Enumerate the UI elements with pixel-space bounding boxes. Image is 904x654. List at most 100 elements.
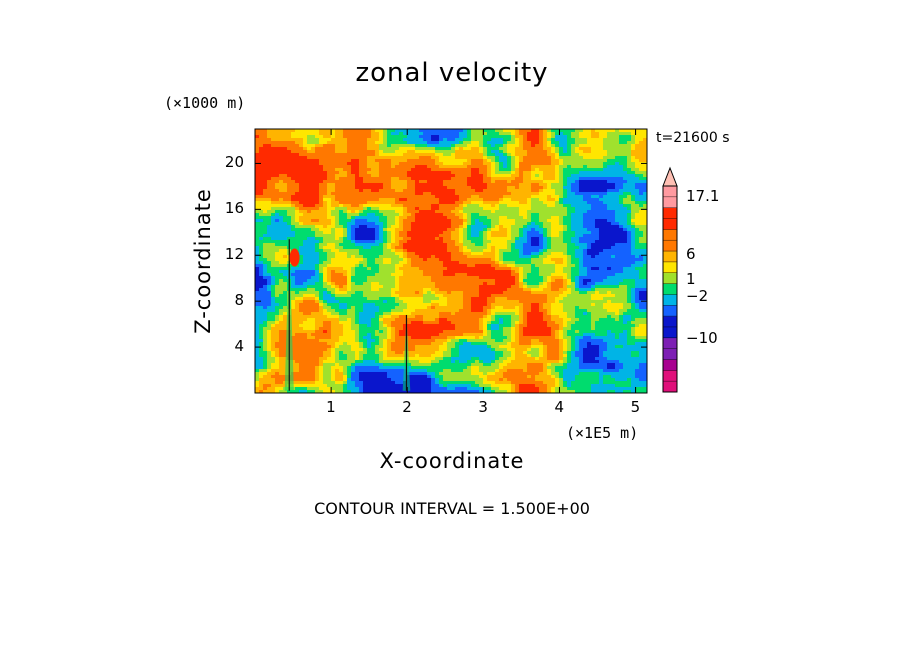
- heatmap-cell: [583, 270, 588, 274]
- heatmap-cell: [571, 180, 576, 184]
- heatmap-cell: [375, 249, 380, 253]
- heatmap-cell: [507, 246, 512, 250]
- heatmap-cell: [271, 267, 276, 271]
- heatmap-cell: [631, 147, 636, 151]
- heatmap-cell: [327, 213, 332, 217]
- heatmap-cell: [615, 159, 620, 163]
- heatmap-cell: [299, 183, 304, 187]
- heatmap-cell: [459, 228, 464, 232]
- heatmap-cell: [623, 168, 628, 172]
- heatmap-cell: [551, 228, 556, 232]
- heatmap-cell: [599, 180, 604, 184]
- heatmap-cell: [419, 162, 424, 166]
- heatmap-cell: [263, 264, 268, 268]
- heatmap-cell: [439, 243, 444, 247]
- heatmap-cell: [587, 240, 592, 244]
- heatmap-cell: [375, 171, 380, 175]
- heatmap-cell: [459, 174, 464, 178]
- heatmap-cell: [327, 267, 332, 271]
- heatmap-cell: [419, 225, 424, 229]
- heatmap-cell: [595, 237, 600, 241]
- heatmap-cell: [315, 279, 320, 283]
- heatmap-cell: [343, 135, 348, 139]
- heatmap-cell: [371, 225, 376, 229]
- heatmap-cell: [495, 207, 500, 211]
- heatmap-cell: [371, 243, 376, 247]
- heatmap-cell: [315, 246, 320, 250]
- heatmap-cell: [263, 168, 268, 172]
- heatmap-cell: [467, 264, 472, 268]
- heatmap-cell: [559, 129, 564, 133]
- heatmap-cell: [415, 261, 420, 265]
- heatmap-cell: [495, 243, 500, 247]
- heatmap-cell: [343, 186, 348, 190]
- heatmap-cell: [539, 225, 544, 229]
- heatmap-cell: [487, 162, 492, 166]
- heatmap-cell: [459, 267, 464, 271]
- heatmap-cell: [615, 261, 620, 265]
- heatmap-cell: [491, 201, 496, 205]
- heatmap-cell: [471, 246, 476, 250]
- heatmap-cell: [263, 174, 268, 178]
- heatmap-cell: [427, 249, 432, 253]
- heatmap-cell: [307, 201, 312, 205]
- heatmap-cell: [507, 243, 512, 247]
- heatmap-cell: [587, 207, 592, 211]
- heatmap-cell: [451, 183, 456, 187]
- heatmap-cell: [519, 138, 524, 142]
- heatmap-cell: [483, 222, 488, 226]
- heatmap-cell: [387, 129, 392, 133]
- heatmap-cell: [323, 225, 328, 229]
- heatmap-cell: [271, 258, 276, 262]
- heatmap-cell: [307, 225, 312, 229]
- heatmap-cell: [539, 210, 544, 214]
- heatmap-cell: [519, 186, 524, 190]
- heatmap-cell: [359, 258, 364, 262]
- heatmap-cell: [587, 159, 592, 163]
- heatmap-cell: [531, 219, 536, 223]
- heatmap-cell: [471, 225, 476, 229]
- heatmap-cell: [427, 246, 432, 250]
- heatmap-cell: [383, 174, 388, 178]
- heatmap-cell: [519, 147, 524, 151]
- heatmap-cell: [643, 207, 647, 211]
- heatmap-cell: [427, 138, 432, 142]
- heatmap-cell: [263, 156, 268, 160]
- heatmap-cell: [467, 270, 472, 274]
- heatmap-cell: [423, 192, 428, 196]
- heatmap-cell: [263, 177, 268, 181]
- heatmap-cell: [335, 204, 340, 208]
- heatmap-cell: [395, 264, 400, 268]
- heatmap-cell: [315, 222, 320, 226]
- heatmap-cell: [255, 276, 260, 280]
- heatmap-cell: [547, 141, 552, 145]
- heatmap-cell: [631, 210, 636, 214]
- heatmap-cell: [411, 219, 416, 223]
- heatmap-cell: [323, 147, 328, 151]
- heatmap-cell: [431, 186, 436, 190]
- heatmap-cell: [503, 162, 508, 166]
- heatmap-cell: [599, 183, 604, 187]
- heatmap-cell: [415, 231, 420, 235]
- heatmap-cell: [523, 198, 528, 202]
- heatmap-cell: [519, 216, 524, 220]
- heatmap-cell: [335, 252, 340, 256]
- heatmap-cell: [259, 270, 264, 274]
- heatmap-cell: [583, 171, 588, 175]
- heatmap-cell: [255, 198, 260, 202]
- heatmap-cell: [535, 225, 540, 229]
- heatmap-cell: [591, 129, 596, 133]
- heatmap-cell: [431, 264, 436, 268]
- heatmap-cell: [319, 279, 324, 283]
- heatmap-cell: [255, 219, 260, 223]
- heatmap-cell: [503, 189, 508, 193]
- heatmap-cell: [567, 144, 572, 148]
- heatmap-cell: [283, 144, 288, 148]
- heatmap-cell: [483, 138, 488, 142]
- heatmap-cell: [451, 279, 456, 283]
- heatmap-cell: [515, 135, 520, 139]
- heatmap-cell: [615, 198, 620, 202]
- heatmap-cell: [579, 189, 584, 193]
- heatmap-cell: [507, 129, 512, 133]
- heatmap-cell: [271, 186, 276, 190]
